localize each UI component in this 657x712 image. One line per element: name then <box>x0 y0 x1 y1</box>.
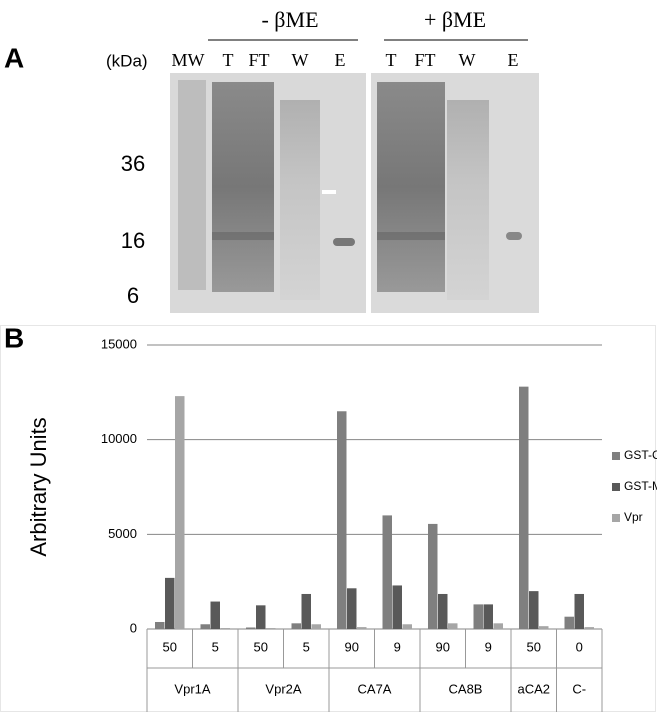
bar <box>291 623 301 629</box>
condition-label: - βME <box>261 7 318 32</box>
marker-label: 6 <box>127 283 139 308</box>
bar <box>347 588 357 629</box>
lane-label: FT <box>248 50 269 70</box>
bar <box>428 523 438 629</box>
lane-label: MW <box>172 50 205 70</box>
legend-swatch <box>612 452 620 460</box>
bar <box>175 396 185 629</box>
legend-label: GST-CA <box>624 448 657 462</box>
bar-chart: 0 5000 10000 15000 50 5 50 5 90 9 90 9 50 0 Vpr1A Vpr2A… <box>101 336 657 712</box>
bar <box>210 601 220 629</box>
group-label: CA8B <box>449 681 483 696</box>
y-tick-label: 10000 <box>101 431 137 446</box>
group-label: aCA2 <box>517 681 550 696</box>
x-tick-label: 9 <box>394 639 401 654</box>
group-label: C- <box>572 681 586 696</box>
y-tick-label: 5000 <box>108 526 137 541</box>
bar <box>574 593 584 629</box>
bar <box>529 591 539 629</box>
condition-label: + βME <box>424 7 486 32</box>
marker-label: 16 <box>121 228 145 253</box>
bar <box>584 627 594 629</box>
gel-image <box>170 73 539 313</box>
bar <box>246 627 256 629</box>
bar <box>301 593 311 629</box>
lane-label: T <box>386 50 397 70</box>
group-label: CA7A <box>358 681 392 696</box>
bar <box>402 624 412 629</box>
x-tick-label: 50 <box>527 639 541 654</box>
bar <box>539 626 549 629</box>
bar <box>448 623 458 629</box>
x-tick-label: 50 <box>163 639 177 654</box>
bar <box>564 616 574 629</box>
marker-label: 36 <box>121 151 145 176</box>
bar <box>483 604 493 629</box>
bar <box>266 628 276 629</box>
bar <box>357 627 367 629</box>
group-label: Vpr2A <box>265 681 301 696</box>
lane-label: FT <box>414 50 435 70</box>
bar <box>493 623 503 629</box>
x-tick-label: 50 <box>254 639 268 654</box>
bar <box>165 577 175 629</box>
bar <box>256 605 266 629</box>
lane-label: W <box>459 50 476 70</box>
bar <box>473 604 483 629</box>
x-tick-label: 5 <box>212 639 219 654</box>
bar <box>392 585 402 629</box>
lane-label: T <box>223 50 234 70</box>
bar <box>337 411 347 629</box>
bar <box>220 628 230 629</box>
y-tick-label: 15000 <box>101 336 137 351</box>
x-tick-label: 5 <box>303 639 310 654</box>
y-tick-label: 0 <box>130 620 137 635</box>
legend-swatch <box>612 483 620 491</box>
x-tick-label: 0 <box>576 639 583 654</box>
panel-frame <box>0 325 656 712</box>
lane-label: E <box>335 50 346 70</box>
panel-letter: B <box>4 322 24 353</box>
y-axis-label: Arbitrary Units <box>26 417 51 556</box>
lane-label: W <box>292 50 309 70</box>
bar <box>200 624 210 629</box>
bar <box>311 624 321 629</box>
x-tick-label: 90 <box>436 639 450 654</box>
panel-letter: A <box>4 42 24 73</box>
legend-label: GST-MA <box>624 479 657 493</box>
lane-label: E <box>508 50 519 70</box>
x-tick-label: 90 <box>345 639 359 654</box>
bar <box>519 386 529 629</box>
bar <box>438 593 448 629</box>
legend-swatch <box>612 514 620 522</box>
bar <box>382 515 392 629</box>
bar <box>155 621 165 629</box>
x-tick-label: 9 <box>485 639 492 654</box>
unit-label: (kDa) <box>106 51 148 70</box>
legend-label: Vpr <box>624 510 643 524</box>
group-label: Vpr1A <box>174 681 210 696</box>
